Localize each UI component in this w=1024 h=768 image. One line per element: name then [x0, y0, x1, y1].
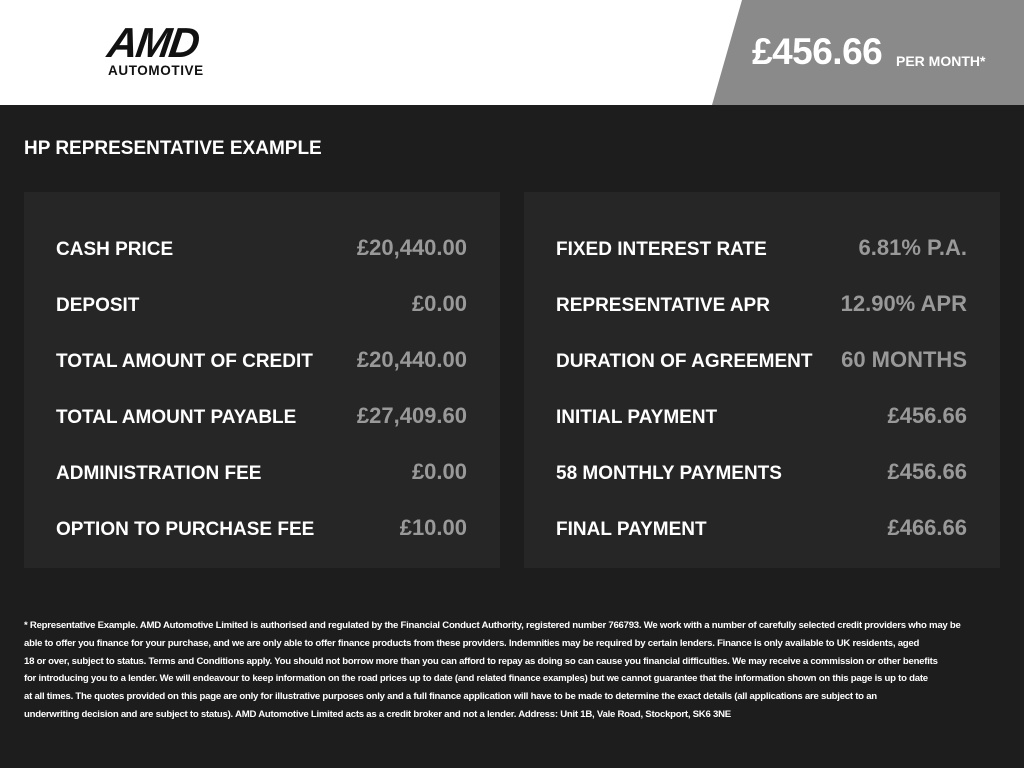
row-label: REPRESENTATIVE APR — [556, 295, 770, 316]
row-value: £10.00 — [399, 515, 467, 540]
row-label: TOTAL AMOUNT PAYABLE — [56, 407, 297, 428]
amd-automotive-logo: AMD AUTOMOTIVE — [104, 19, 228, 80]
finance-row: 58 MONTHLY PAYMENTS £456.66 — [524, 444, 1000, 500]
row-value: £466.66 — [887, 515, 967, 540]
disclaimer-line: at all times. The quotes provided on thi… — [24, 691, 877, 703]
finance-row: OPTION TO PURCHASE FEE £10.00 — [24, 500, 500, 556]
row-label: 58 MONTHLY PAYMENTS — [556, 463, 782, 484]
disclaimer: * Representative Example. AMD Automotive… — [24, 617, 961, 724]
logo-text: AMD — [104, 19, 202, 66]
row-label: CASH PRICE — [56, 239, 174, 260]
row-value: £456.66 — [887, 403, 967, 428]
row-label: TOTAL AMOUNT OF CREDIT — [56, 351, 313, 372]
row-label: FINAL PAYMENT — [556, 519, 707, 540]
finance-panel-left: CASH PRICE £20,440.00 DEPOSIT £0.00 TOTAL … — [24, 192, 500, 568]
logo-subtext: AUTOMOTIVE — [108, 63, 204, 78]
finance-row: DURATION OF AGREEMENT 60 MONTHS — [524, 332, 1000, 388]
row-value: £0.00 — [411, 291, 467, 316]
finance-panel-right: FIXED INTEREST RATE 6.81% P.A. REPRESENTA… — [524, 192, 1000, 568]
monthly-price: £456.66 — [752, 31, 883, 72]
finance-row: CASH PRICE £20,440.00 — [24, 220, 500, 276]
row-value: £456.66 — [887, 459, 967, 484]
disclaimer-line: for introducing you to a lender. We will… — [24, 673, 928, 685]
row-value: £27,409.60 — [356, 403, 467, 428]
row-label: FIXED INTEREST RATE — [556, 239, 767, 260]
row-label: INITIAL PAYMENT — [556, 407, 718, 428]
disclaimer-line: * Representative Example. AMD Automotive… — [24, 620, 961, 631]
finance-row: FIXED INTEREST RATE 6.81% P.A. — [524, 220, 1000, 276]
disclaimer-line: underwriting decision and are subject to… — [24, 708, 731, 720]
finance-row: REPRESENTATIVE APR 12.90% APR — [524, 276, 1000, 332]
price-suffix: PER MONTH* — [896, 53, 986, 69]
disclaimer-line: able to offer you finance for your purch… — [24, 637, 920, 649]
row-value: £0.00 — [411, 459, 467, 484]
finance-row: DEPOSIT £0.00 — [24, 276, 500, 332]
finance-row: ADMINISTRATION FEE £0.00 — [24, 444, 500, 500]
row-value: 6.81% P.A. — [858, 235, 967, 260]
row-value: £20,440.00 — [356, 235, 467, 260]
row-label: DEPOSIT — [56, 295, 140, 316]
row-value: 12.90% APR — [840, 291, 967, 316]
finance-row: FINAL PAYMENT £466.66 — [524, 500, 1000, 556]
header: AMD AUTOMOTIVE £456.66 PER MONTH* — [0, 0, 1024, 105]
disclaimer-line: 18 or over, subject to status. Terms and… — [24, 655, 938, 667]
finance-row: TOTAL AMOUNT OF CREDIT £20,440.00 — [24, 332, 500, 388]
section-title: HP REPRESENTATIVE EXAMPLE — [24, 138, 322, 159]
monthly-price-banner: £456.66 PER MONTH* — [712, 0, 1024, 105]
row-value: £20,440.00 — [356, 347, 467, 372]
row-label: DURATION OF AGREEMENT — [556, 351, 813, 372]
finance-row: TOTAL AMOUNT PAYABLE £27,409.60 — [24, 388, 500, 444]
row-label: OPTION TO PURCHASE FEE — [56, 519, 315, 540]
row-label: ADMINISTRATION FEE — [56, 463, 262, 484]
row-value: 60 MONTHS — [841, 347, 967, 372]
finance-row: INITIAL PAYMENT £456.66 — [524, 388, 1000, 444]
